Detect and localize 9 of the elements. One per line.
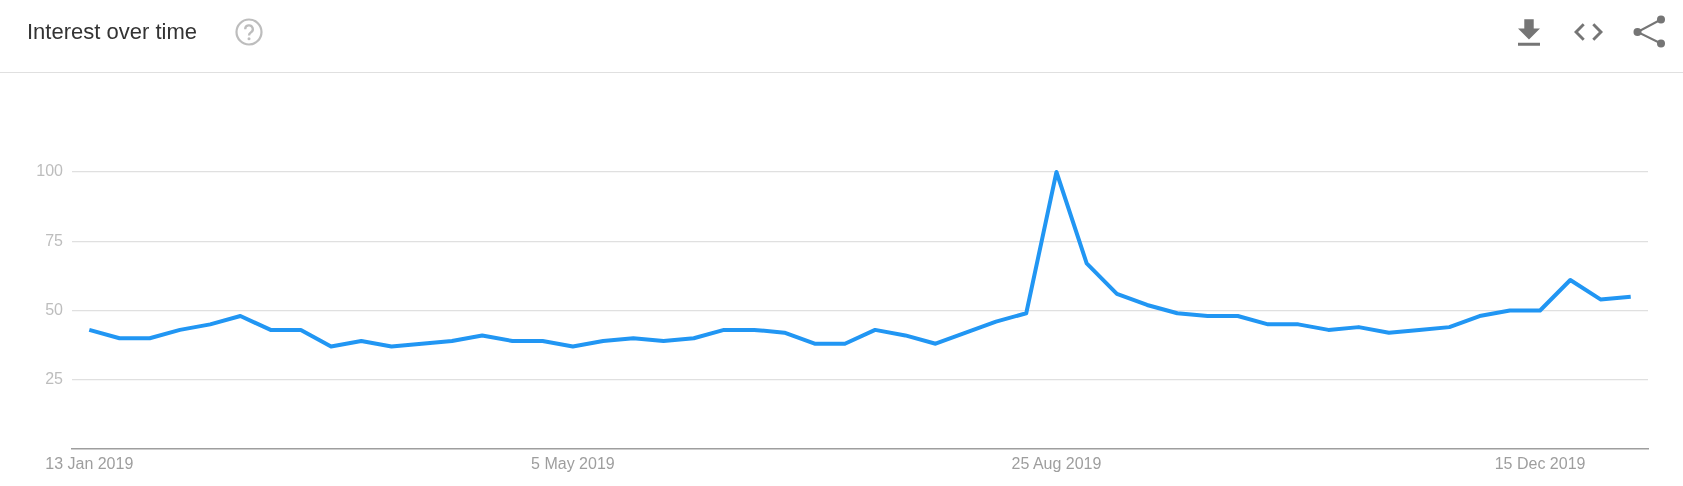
chart-title: Interest over time	[27, 18, 197, 46]
x-tick-label: 13 Jan 2019	[45, 455, 134, 473]
x-tick-label: 5 May 2019	[531, 455, 615, 473]
y-tick-label: 25	[45, 370, 64, 388]
y-tick-label: 50	[45, 300, 64, 318]
x-tick-label: 25 Aug 2019	[1011, 455, 1102, 473]
x-tick-label: 15 Dec 2019	[1494, 455, 1586, 473]
y-tick-label: 75	[45, 231, 64, 249]
y-tick-label: 100	[36, 162, 64, 180]
